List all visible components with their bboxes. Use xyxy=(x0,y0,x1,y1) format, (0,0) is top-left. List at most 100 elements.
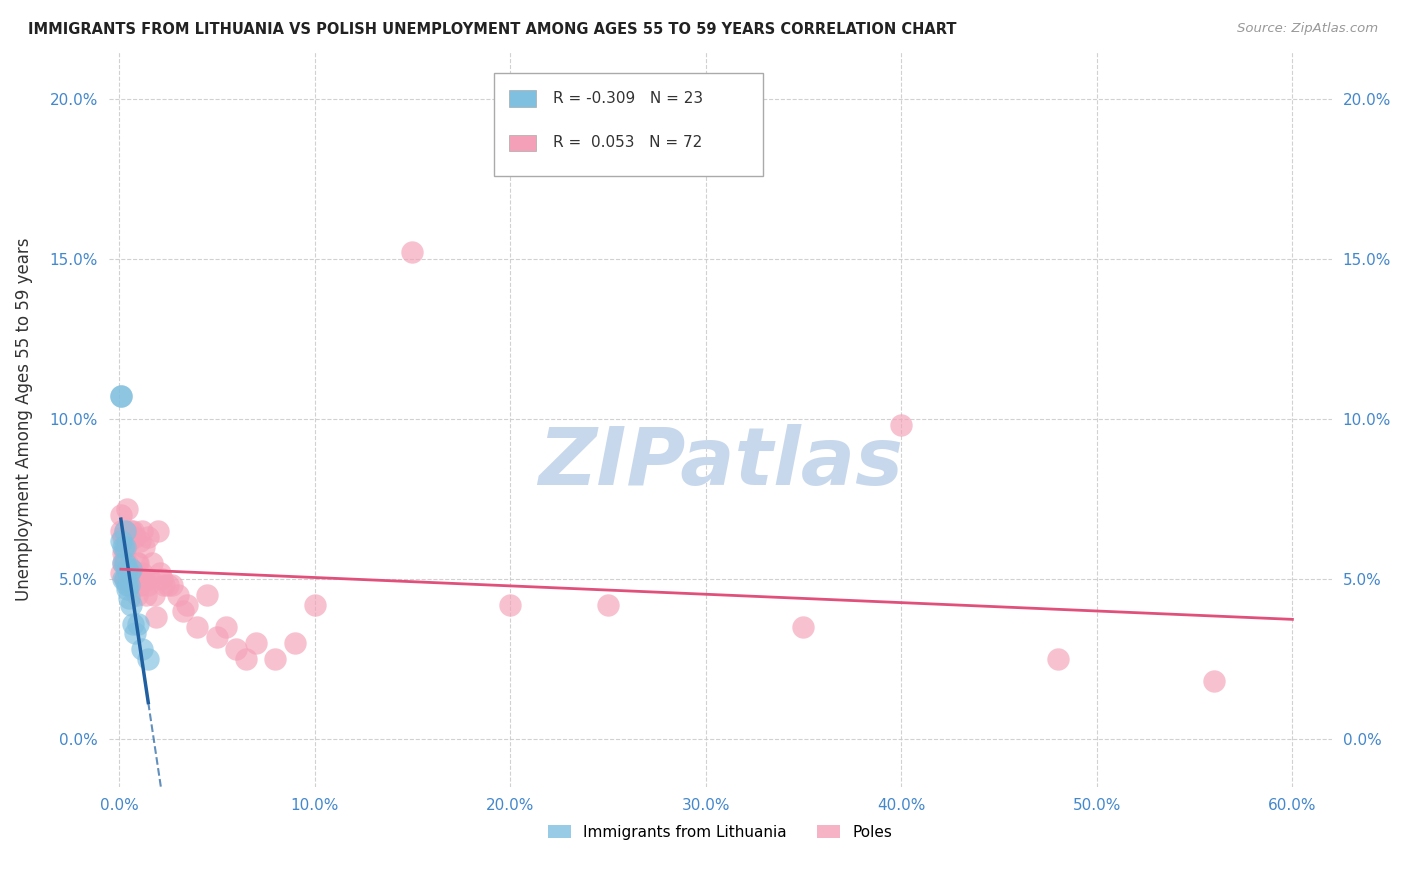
Point xyxy=(121,578,143,592)
Point xyxy=(792,620,814,634)
Point xyxy=(120,524,142,538)
Point xyxy=(172,604,194,618)
Point xyxy=(111,530,134,544)
Text: ZIPatlas: ZIPatlas xyxy=(538,424,903,502)
Point xyxy=(115,562,138,576)
Point xyxy=(115,578,138,592)
Point xyxy=(114,524,136,538)
Point xyxy=(401,245,423,260)
Point xyxy=(890,418,912,433)
Point xyxy=(120,598,142,612)
Text: IMMIGRANTS FROM LITHUANIA VS POLISH UNEMPLOYMENT AMONG AGES 55 TO 59 YEARS CORRE: IMMIGRANTS FROM LITHUANIA VS POLISH UNEM… xyxy=(28,22,956,37)
Text: Source: ZipAtlas.com: Source: ZipAtlas.com xyxy=(1237,22,1378,36)
Point xyxy=(156,578,179,592)
FancyBboxPatch shape xyxy=(509,135,536,151)
Point xyxy=(134,572,156,586)
Point xyxy=(284,636,307,650)
Point xyxy=(110,524,132,538)
Text: R = -0.309   N = 23: R = -0.309 N = 23 xyxy=(553,91,703,106)
Point xyxy=(114,556,136,570)
Point xyxy=(124,530,146,544)
Point xyxy=(114,556,136,570)
Point xyxy=(131,524,153,538)
Point xyxy=(114,524,136,538)
Point xyxy=(110,566,132,580)
Point xyxy=(1046,652,1069,666)
Point xyxy=(115,533,138,548)
Point xyxy=(129,578,152,592)
Point xyxy=(205,630,228,644)
Point xyxy=(110,390,132,404)
Point xyxy=(110,533,132,548)
Point xyxy=(127,566,149,580)
Point xyxy=(118,578,141,592)
Point xyxy=(118,530,141,544)
Point xyxy=(121,530,143,544)
Point xyxy=(120,562,142,576)
FancyBboxPatch shape xyxy=(509,90,536,107)
Point xyxy=(127,616,149,631)
Point xyxy=(143,588,166,602)
Point xyxy=(120,566,142,580)
Point xyxy=(166,588,188,602)
Point xyxy=(131,642,153,657)
Point xyxy=(145,610,167,624)
Point xyxy=(118,562,141,576)
Point xyxy=(127,556,149,570)
Point xyxy=(121,566,143,580)
Point xyxy=(115,501,138,516)
Point xyxy=(121,524,143,538)
Point xyxy=(215,620,238,634)
Point xyxy=(118,533,141,548)
Point xyxy=(127,578,149,592)
Point xyxy=(120,572,142,586)
Point xyxy=(114,572,136,586)
FancyBboxPatch shape xyxy=(494,73,763,176)
Point xyxy=(124,626,146,640)
Point xyxy=(225,642,247,657)
Text: R =  0.053   N = 72: R = 0.053 N = 72 xyxy=(553,136,702,150)
Point xyxy=(118,591,141,606)
Point xyxy=(115,582,138,596)
Point xyxy=(1204,674,1226,689)
Point xyxy=(115,566,138,580)
Point xyxy=(125,588,148,602)
Point xyxy=(153,578,176,592)
Point xyxy=(124,578,146,592)
Point xyxy=(111,556,134,570)
Point xyxy=(150,572,173,586)
Point xyxy=(114,546,136,560)
Point xyxy=(176,598,198,612)
Point xyxy=(111,540,134,554)
Point xyxy=(110,508,132,522)
Point xyxy=(134,540,156,554)
Point xyxy=(139,572,162,586)
Point xyxy=(195,588,218,602)
Point xyxy=(114,572,136,586)
Point xyxy=(499,598,522,612)
Point xyxy=(111,556,134,570)
Point xyxy=(111,572,134,586)
Point xyxy=(111,546,134,560)
Point xyxy=(121,616,143,631)
Point xyxy=(118,578,141,592)
Point xyxy=(149,566,172,580)
Point xyxy=(304,598,326,612)
Point xyxy=(136,578,159,592)
Point xyxy=(129,533,152,548)
Point xyxy=(136,530,159,544)
Point xyxy=(160,578,183,592)
Point xyxy=(136,652,159,666)
Point xyxy=(141,556,163,570)
Point xyxy=(186,620,208,634)
Point xyxy=(115,556,138,570)
Y-axis label: Unemployment Among Ages 55 to 59 years: Unemployment Among Ages 55 to 59 years xyxy=(15,237,32,600)
Point xyxy=(135,588,157,602)
Point xyxy=(146,524,169,538)
Point xyxy=(596,598,619,612)
Point xyxy=(131,566,153,580)
Point xyxy=(124,572,146,586)
Point xyxy=(118,566,141,580)
Point xyxy=(125,556,148,570)
Point xyxy=(110,390,132,404)
